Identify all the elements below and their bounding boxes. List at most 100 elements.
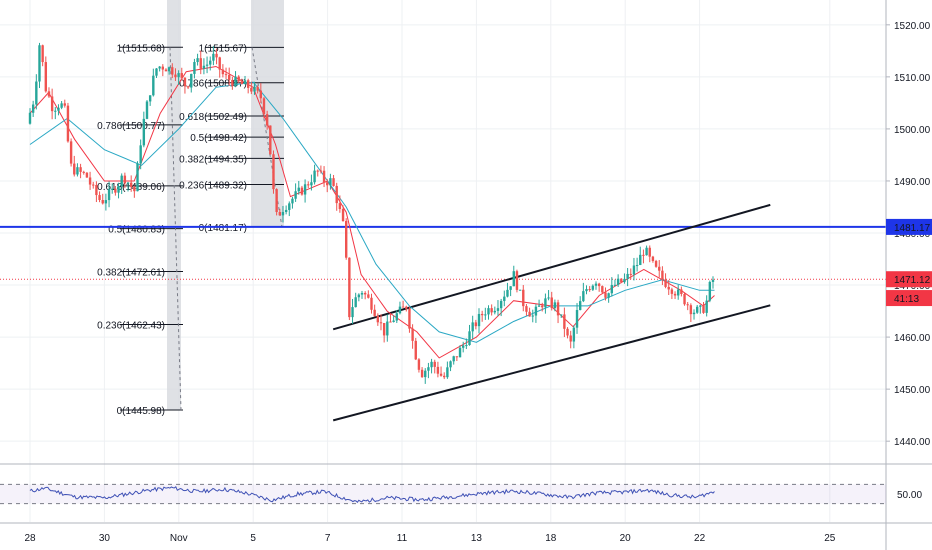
candle-body — [38, 45, 41, 82]
candle-body — [183, 77, 187, 87]
fib-left-trend-line — [169, 47, 182, 411]
time-axis-label: 11 — [397, 533, 408, 544]
candle-body — [322, 170, 326, 183]
price-axis-label: 1500.00 — [894, 125, 931, 136]
candle-body — [566, 328, 569, 336]
candle-body — [648, 247, 651, 257]
candle-body — [126, 182, 130, 184]
price-badge — [886, 218, 932, 235]
fib-left-level-label: 0.786(1500.77) — [97, 121, 165, 132]
candle-body — [326, 182, 329, 186]
candle-body — [332, 178, 335, 186]
candle-body — [373, 309, 376, 316]
candle-body — [392, 320, 395, 322]
candle-body — [250, 87, 253, 92]
candle-body — [240, 81, 244, 85]
candle-body — [386, 321, 389, 336]
candle-body — [246, 80, 250, 88]
candle-body — [101, 199, 104, 204]
candle-body — [544, 298, 547, 308]
candle-body — [680, 289, 683, 294]
moving-average-line — [29, 81, 715, 343]
candle-body — [303, 184, 307, 195]
candle-body — [667, 286, 670, 290]
fib-left-level-label: 1(1515.68) — [117, 43, 165, 54]
candle-body — [607, 293, 610, 298]
candle-body — [152, 75, 155, 96]
candle-body — [253, 86, 256, 92]
candle-body — [66, 105, 70, 142]
candle-body — [417, 359, 421, 370]
candle-body — [69, 141, 73, 164]
candle-body — [307, 184, 310, 186]
price-axis-label: 1510.00 — [894, 73, 931, 84]
candle-body — [63, 103, 66, 106]
candle-body — [708, 281, 712, 301]
candle-body — [405, 306, 408, 309]
time-axis-label: 25 — [824, 533, 836, 544]
candle-body — [297, 187, 300, 192]
candle-body — [639, 254, 642, 266]
candle-body — [123, 175, 127, 184]
candle-body — [449, 361, 452, 368]
candle-body — [503, 296, 506, 301]
candle-body — [670, 289, 674, 294]
fib-left-level-label: 0.382(1472.61) — [97, 267, 165, 278]
candle-body — [585, 289, 588, 292]
candle-body — [28, 112, 32, 124]
candle-body — [215, 53, 218, 58]
time-axis-label: 18 — [545, 533, 557, 544]
candle-body — [243, 80, 247, 85]
rsi-line — [29, 486, 715, 504]
candle-body — [228, 74, 231, 80]
candle-body — [626, 273, 629, 279]
candle-body — [496, 308, 500, 311]
fib-right-level-label: 0(1481.17) — [199, 223, 247, 234]
candle-body — [92, 184, 95, 186]
candle-body — [436, 366, 440, 374]
fib-left-level-label: 0(1445.98) — [117, 406, 165, 417]
candle-body — [509, 286, 512, 290]
fib-right-level-label: 0.786(1508.87) — [179, 79, 247, 90]
candle-body — [278, 212, 281, 216]
candle-body — [493, 310, 497, 313]
candle-body — [288, 203, 291, 210]
time-axis-label: 20 — [620, 533, 632, 544]
candle-body — [313, 170, 316, 183]
candle-body — [591, 285, 595, 290]
candle-body — [673, 293, 677, 296]
time-axis-label: Nov — [170, 533, 188, 544]
candle-body — [164, 69, 168, 72]
candle-body — [572, 327, 576, 342]
candle-body — [588, 289, 591, 291]
candle-body — [265, 114, 269, 126]
time-axis-label: 5 — [250, 533, 256, 544]
candle-body — [202, 65, 206, 69]
candle-body — [664, 279, 667, 287]
candle-body — [563, 314, 566, 329]
candle-body — [212, 53, 215, 61]
candle-body — [329, 178, 332, 186]
candle-body — [578, 301, 582, 311]
candle-body — [231, 79, 234, 86]
candle-body — [82, 171, 85, 173]
candle-body — [148, 95, 152, 102]
candle-body — [221, 69, 225, 75]
rsi-pane — [0, 466, 886, 522]
candle-body — [433, 361, 436, 367]
candle-body — [446, 367, 449, 378]
candle-body — [480, 313, 484, 316]
candle-body — [205, 64, 209, 66]
candle-body — [120, 175, 123, 187]
candle-body — [360, 292, 364, 295]
candle-body — [560, 314, 563, 316]
candle-body — [76, 167, 79, 175]
candle-body — [401, 306, 405, 308]
candle-body — [262, 98, 266, 115]
price-axis-label: 1490.00 — [894, 177, 931, 188]
time-axis-label: 28 — [24, 533, 36, 544]
candle-body — [272, 154, 275, 190]
candle-body — [537, 305, 541, 307]
candles — [28, 42, 715, 384]
